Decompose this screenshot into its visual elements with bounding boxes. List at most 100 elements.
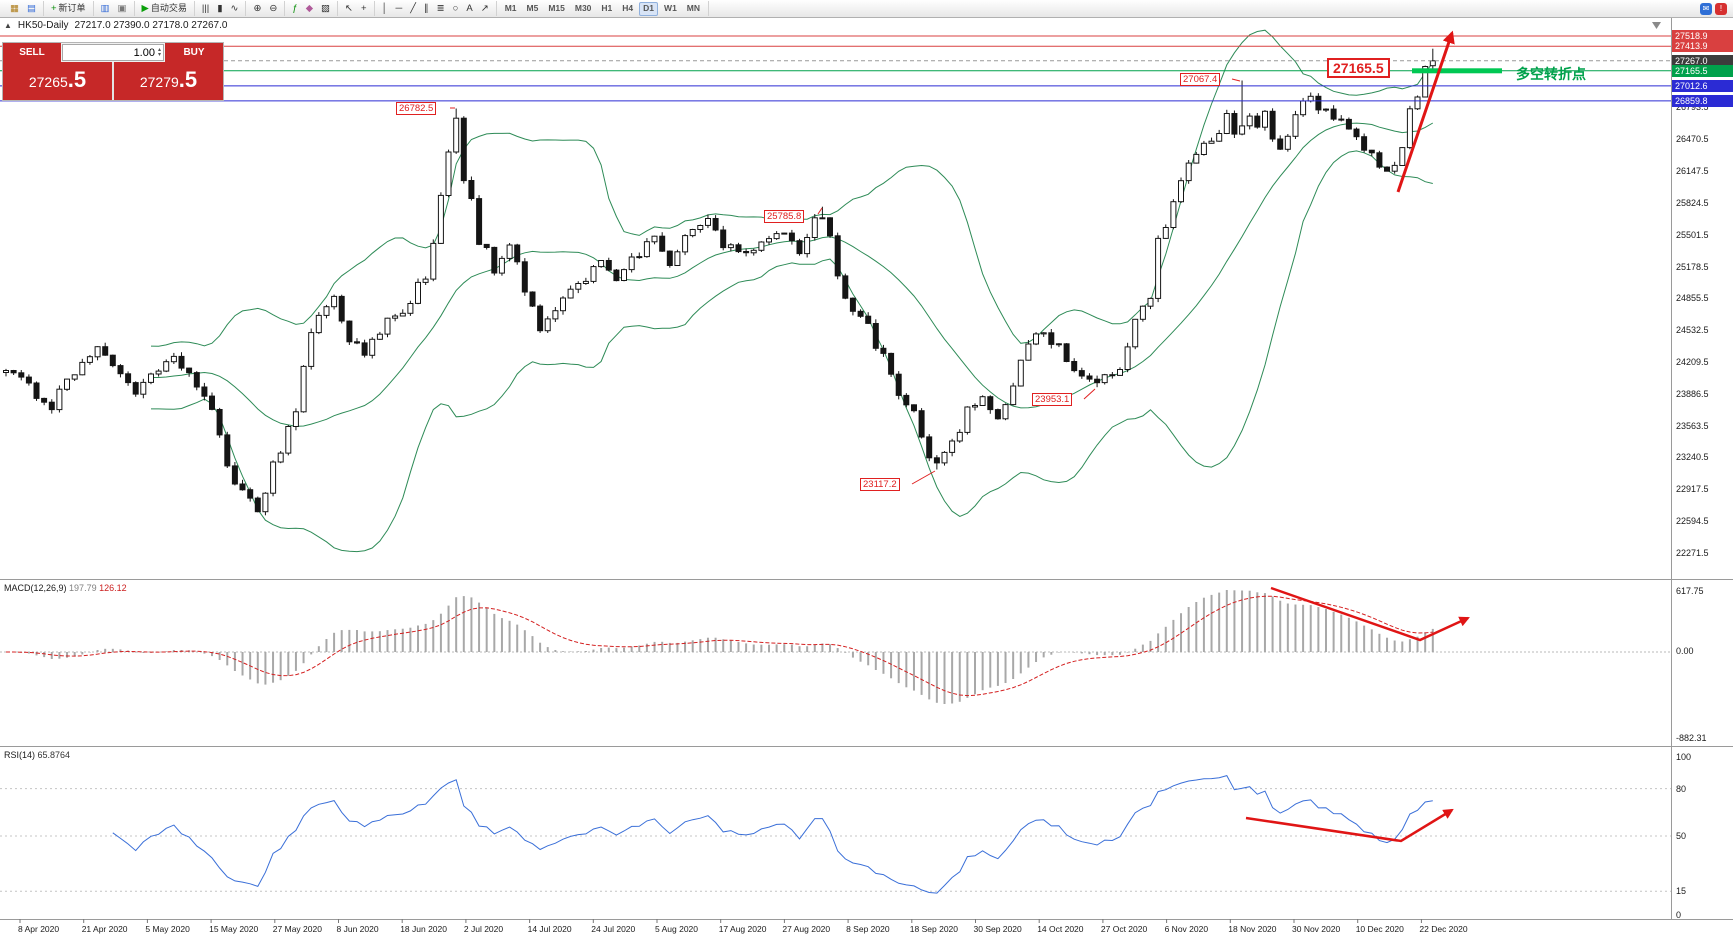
fibonacci-icon[interactable]: ≣ <box>434 2 448 16</box>
rsi-axis-label: 15 <box>1676 886 1687 897</box>
price-tag: 27165.5 <box>1672 64 1733 77</box>
sell-price-main: 27265 <box>28 74 68 90</box>
timeframe-m5-label: M5 <box>526 3 539 13</box>
date-axis-label: 22 Dec 2020 <box>1419 924 1468 934</box>
timeframe-m1[interactable]: M1 <box>501 2 521 16</box>
buy-price-main: 27279 <box>139 74 179 90</box>
trendline-icon[interactable]: ╱ <box>407 2 419 16</box>
volume-down-icon[interactable]: ▾ <box>157 51 161 58</box>
app-group: ▥ ▣ <box>94 1 135 16</box>
price-callout-label[interactable]: 23953.1 <box>1032 393 1073 406</box>
shapes-icon[interactable]: ○ <box>450 2 462 16</box>
market-watch-icon[interactable]: ▥ <box>98 2 113 16</box>
candles-layer[interactable] <box>3 48 1436 516</box>
oneclick-collapse-icon[interactable]: ▲ <box>4 21 12 30</box>
date-axis-label: 27 Aug 2020 <box>782 924 831 934</box>
candlestick-chart-icon[interactable]: ▮ <box>214 2 225 16</box>
price-axis-label: 22271.5 <box>1676 547 1709 558</box>
macd-layer <box>0 590 1671 704</box>
rsi-name: RSI(14) <box>4 750 36 760</box>
timeframe-m5[interactable]: M5 <box>523 2 543 16</box>
timeframe-h4-label: H4 <box>622 3 634 13</box>
timeframe-h4[interactable]: H4 <box>618 2 637 16</box>
arrows-icon[interactable]: ↗ <box>478 2 492 16</box>
channel-icon[interactable]: ∥ <box>421 2 432 16</box>
autotrading-button[interactable]: ▶ 自动交易 <box>139 2 190 16</box>
date-axis-label: 8 Sep 2020 <box>846 924 890 934</box>
macd-name: MACD(12,26,9) <box>4 583 67 593</box>
profiles-icon[interactable]: ▤ <box>24 2 39 16</box>
price-callout-label[interactable]: 26782.5 <box>396 102 437 115</box>
buy-price-button[interactable]: 27279 .5 <box>114 62 223 100</box>
new-chart-icon[interactable]: ▦ <box>7 2 22 16</box>
macd-main-value: 197.79 <box>69 583 97 593</box>
indicators-icon[interactable]: ƒ <box>289 2 300 16</box>
breakout-price-label[interactable]: 27165.5 <box>1327 58 1390 78</box>
autotrade-group: ▶ 自动交易 <box>135 1 195 16</box>
market-watch-icon: ▥ <box>100 3 110 14</box>
chart-title: ▲ HK50-Daily 27217.0 27390.0 27178.0 272… <box>4 20 227 31</box>
timeframe-m15[interactable]: M15 <box>544 2 569 16</box>
terminal-icon[interactable]: ▣ <box>115 2 130 16</box>
timeframe-m30-label: M30 <box>574 3 592 13</box>
timeframe-h1[interactable]: H1 <box>597 2 616 16</box>
timeframe-m30[interactable]: M30 <box>571 2 596 16</box>
price-callout-label[interactable]: 23117.2 <box>860 478 900 491</box>
volume-value[interactable]: 1.00 <box>133 46 155 59</box>
crosshair-icon[interactable]: + <box>358 2 370 16</box>
timeframe-d1[interactable]: D1 <box>639 1 659 16</box>
cursor-icon[interactable]: ↖ <box>342 2 356 16</box>
sell-price-button[interactable]: 27265 .5 <box>3 62 112 100</box>
price-levels-layer[interactable] <box>0 35 1671 102</box>
timeframe-mn-label: MN <box>686 3 701 13</box>
price-tag: 26859.8 <box>1672 94 1733 107</box>
alert-badge-icon[interactable]: ! <box>1715 2 1727 15</box>
volume-stepper[interactable]: ▴ ▾ <box>157 46 161 58</box>
bar-chart-icon[interactable]: ||| <box>199 2 212 16</box>
timeframe-h1-label: H1 <box>601 3 613 13</box>
turning-point-note[interactable]: 多空转折点 <box>1516 66 1586 82</box>
trend-arrow <box>1270 586 1470 642</box>
timeframe-w1[interactable]: W1 <box>660 2 681 16</box>
date-axis-label: 17 Aug 2020 <box>718 924 767 934</box>
price-callout-label[interactable]: 27067.4 <box>1180 73 1221 86</box>
objects-icon[interactable]: ◆ <box>303 2 316 16</box>
panel-frame-layer <box>0 17 1733 923</box>
sell-button[interactable]: SELL <box>3 43 61 62</box>
timeframe-w1-label: W1 <box>664 3 677 13</box>
vertical-line-icon[interactable]: │ <box>379 2 391 16</box>
timeframe-group: M1 M5 M15 M30 H1 H4 D1 W1 MN <box>497 1 710 16</box>
line-chart-icon[interactable]: ∿ <box>227 2 241 16</box>
annotations-layer[interactable] <box>450 30 1502 843</box>
new-order-button[interactable]: + 新订单 <box>48 2 89 16</box>
date-axis-label: 8 Jun 2020 <box>336 924 379 934</box>
price-axis-label: 22917.5 <box>1676 484 1709 495</box>
community-icon[interactable]: ✉ <box>1700 2 1712 15</box>
bar-chart-icon: ||| <box>201 3 210 14</box>
volume-up-icon[interactable]: ▴ <box>157 46 161 53</box>
volume-field[interactable]: 1.00 ▴ ▾ <box>62 44 164 61</box>
templates-icon[interactable]: ▧ <box>318 2 333 16</box>
price-tag: 27012.6 <box>1672 79 1733 92</box>
date-axis-label: 30 Nov 2020 <box>1292 924 1341 934</box>
cursor-icon: ↖ <box>344 3 353 14</box>
line-chart-icon: ∿ <box>230 3 239 14</box>
horizontal-line-icon[interactable]: ─ <box>392 2 405 16</box>
trend-arrow <box>1245 808 1454 843</box>
toolbar-right-icons: ✉! <box>1700 2 1730 15</box>
price-callout-label[interactable]: 25785.8 <box>764 210 805 223</box>
buy-price-frac: .5 <box>178 67 198 92</box>
candlestick-chart-icon: ▮ <box>217 3 223 14</box>
timeframe-mn[interactable]: MN <box>683 2 704 16</box>
terminal-icon: ▣ <box>117 3 127 14</box>
zoom-out-icon[interactable]: ⊖ <box>266 2 280 16</box>
date-axis-label: 10 Dec 2020 <box>1355 924 1404 934</box>
price-axis-label: 25501.5 <box>1676 229 1709 240</box>
text-icon[interactable]: A <box>463 2 475 16</box>
zoom-in-icon[interactable]: ⊕ <box>250 2 264 16</box>
timeframe-m15-label: M15 <box>548 3 565 13</box>
buy-button[interactable]: BUY <box>165 43 223 62</box>
date-axis-label: 30 Sep 2020 <box>973 924 1022 934</box>
bollinger-bands-layer <box>150 29 1434 553</box>
